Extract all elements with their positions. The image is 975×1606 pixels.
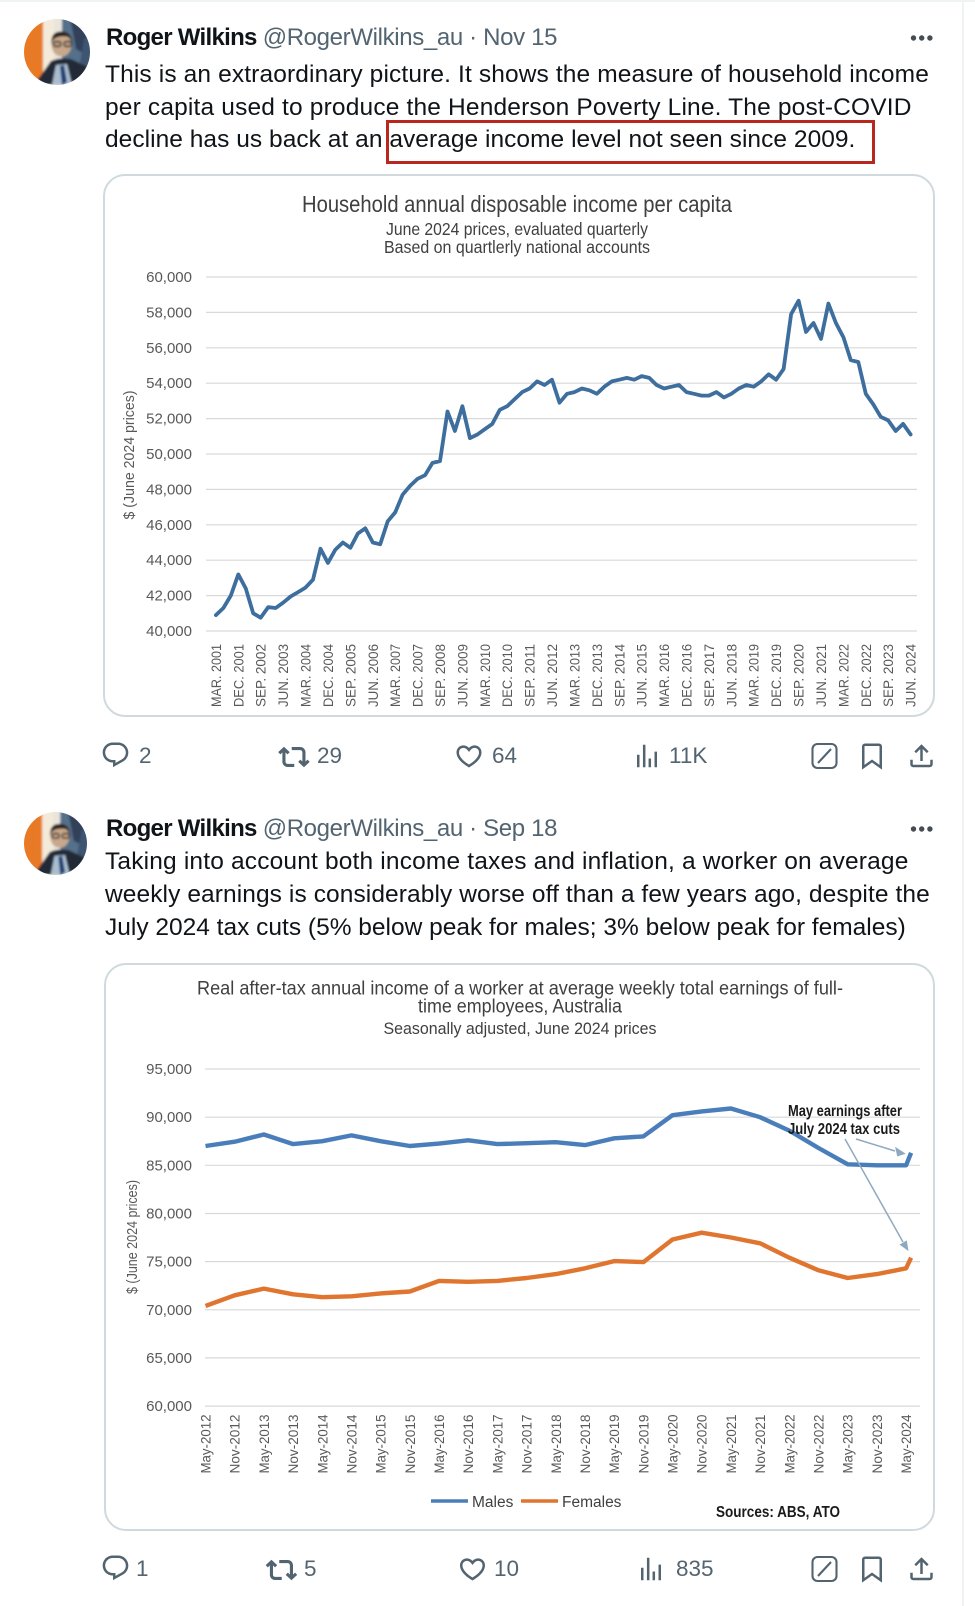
svg-text:1: 1 <box>136 1556 149 1581</box>
svg-text:DEC. 2019: DEC. 2019 <box>768 644 784 707</box>
svg-text:Real after-tax annual income o: Real after-tax annual income of a worker… <box>197 979 843 1000</box>
svg-text:May earnings after: May earnings after <box>788 1103 902 1120</box>
svg-text:44,000: 44,000 <box>146 552 192 569</box>
svg-text:DEC. 2001: DEC. 2001 <box>230 644 246 707</box>
svg-text:46,000: 46,000 <box>146 517 192 534</box>
svg-text:JUN. 2003: JUN. 2003 <box>275 644 291 707</box>
svg-text:SEP. 2002: SEP. 2002 <box>253 644 269 707</box>
svg-text:42,000: 42,000 <box>146 588 192 605</box>
svg-text:JUN. 2006: JUN. 2006 <box>365 644 381 707</box>
svg-text:June 2024 prices, evaluated qu: June 2024 prices, evaluated quarterly <box>386 219 648 239</box>
svg-text:60,000: 60,000 <box>146 269 192 286</box>
svg-text:May-2018: May-2018 <box>548 1414 564 1473</box>
svg-text:10: 10 <box>494 1556 519 1581</box>
svg-text:40,000: 40,000 <box>146 623 192 640</box>
svg-text:Seasonally adjusted, June 2024: Seasonally adjusted, June 2024 prices <box>384 1019 657 1038</box>
svg-text:JUN. 2021: JUN. 2021 <box>813 644 829 707</box>
svg-text:July 2024 tax cuts: July 2024 tax cuts <box>788 1121 900 1138</box>
svg-text:SEP. 2020: SEP. 2020 <box>791 644 807 707</box>
svg-text:Nov-2023: Nov-2023 <box>869 1414 885 1473</box>
svg-text:JUN. 2015: JUN. 2015 <box>634 644 650 707</box>
svg-text:May-2017: May-2017 <box>489 1414 505 1473</box>
svg-text:90,000: 90,000 <box>146 1109 192 1126</box>
svg-text:56,000: 56,000 <box>146 340 192 357</box>
svg-text:Nov-2022: Nov-2022 <box>811 1414 827 1473</box>
svg-text:SEP. 2011: SEP. 2011 <box>522 644 538 707</box>
svg-text:Nov-2012: Nov-2012 <box>227 1414 243 1473</box>
svg-text:MAR. 2007: MAR. 2007 <box>387 644 403 707</box>
svg-text:Nov-2016: Nov-2016 <box>460 1414 476 1473</box>
svg-text:May-2012: May-2012 <box>198 1414 214 1473</box>
svg-text:835: 835 <box>676 1556 714 1581</box>
svg-text:54,000: 54,000 <box>146 375 192 392</box>
svg-text:2: 2 <box>139 743 152 768</box>
svg-text:58,000: 58,000 <box>146 304 192 321</box>
svg-text:May-2013: May-2013 <box>256 1414 272 1473</box>
svg-text:$ (June 2024 prices): $ (June 2024 prices) <box>125 1180 141 1294</box>
svg-text:29: 29 <box>317 743 342 768</box>
svg-text:MAR. 2001: MAR. 2001 <box>208 644 224 707</box>
svg-text:Nov-2013: Nov-2013 <box>285 1414 301 1473</box>
svg-text:DEC. 2013: DEC. 2013 <box>589 644 605 707</box>
svg-text:DEC. 2007: DEC. 2007 <box>410 644 426 707</box>
svg-text:70,000: 70,000 <box>146 1302 192 1319</box>
svg-text:Sources: ABS, ATO: Sources: ABS, ATO <box>716 1504 840 1521</box>
svg-text:95,000: 95,000 <box>146 1061 192 1078</box>
svg-text:May-2021: May-2021 <box>723 1414 739 1473</box>
svg-text:May-2014: May-2014 <box>314 1414 330 1473</box>
svg-text:Based on quartlerly national a: Based on quartlerly national accounts <box>384 237 650 257</box>
svg-text:DEC. 2004: DEC. 2004 <box>320 644 336 707</box>
svg-text:DEC. 2010: DEC. 2010 <box>499 644 515 707</box>
svg-text:May-2023: May-2023 <box>840 1414 856 1473</box>
svg-text:$ (June 2024 prices): $ (June 2024 prices) <box>122 391 138 520</box>
svg-text:SEP. 2017: SEP. 2017 <box>701 644 717 707</box>
svg-text:May-2015: May-2015 <box>373 1414 389 1473</box>
svg-text:MAR. 2013: MAR. 2013 <box>567 644 583 707</box>
svg-text:May-2022: May-2022 <box>781 1414 797 1473</box>
svg-text:MAR. 2019: MAR. 2019 <box>746 644 762 707</box>
svg-text:May-2020: May-2020 <box>665 1414 681 1473</box>
svg-text:64: 64 <box>492 743 517 768</box>
svg-text:Household annual disposable in: Household annual disposable income per c… <box>302 191 732 217</box>
svg-text:JUN. 2024: JUN. 2024 <box>903 644 919 707</box>
svg-text:48,000: 48,000 <box>146 481 192 498</box>
svg-text:Females: Females <box>562 1494 622 1511</box>
svg-text:5: 5 <box>304 1556 317 1581</box>
svg-text:Nov-2014: Nov-2014 <box>344 1414 360 1473</box>
svg-text:JUN. 2012: JUN. 2012 <box>544 644 560 707</box>
svg-text:Nov-2015: Nov-2015 <box>402 1414 418 1473</box>
svg-text:60,000: 60,000 <box>146 1398 192 1415</box>
svg-text:Nov-2018: Nov-2018 <box>577 1414 593 1473</box>
svg-text:50,000: 50,000 <box>146 446 192 463</box>
svg-text:May-2024: May-2024 <box>898 1414 914 1473</box>
svg-text:65,000: 65,000 <box>146 1350 192 1367</box>
svg-text:JUN. 2009: JUN. 2009 <box>454 644 470 707</box>
svg-text:MAR. 2022: MAR. 2022 <box>835 644 851 707</box>
svg-text:May-2016: May-2016 <box>431 1414 447 1473</box>
svg-text:SEP. 2023: SEP. 2023 <box>880 644 896 707</box>
svg-text:May-2019: May-2019 <box>606 1414 622 1473</box>
svg-text:Males: Males <box>472 1494 514 1511</box>
svg-text:Nov-2019: Nov-2019 <box>635 1414 651 1473</box>
svg-text:11K: 11K <box>669 743 707 768</box>
svg-text:MAR. 2010: MAR. 2010 <box>477 644 493 707</box>
svg-text:80,000: 80,000 <box>146 1206 192 1223</box>
svg-text:SEP. 2005: SEP. 2005 <box>342 644 358 707</box>
svg-text:Nov-2020: Nov-2020 <box>694 1414 710 1473</box>
svg-text:SEP. 2014: SEP. 2014 <box>611 644 627 707</box>
svg-text:DEC. 2022: DEC. 2022 <box>858 644 874 707</box>
svg-text:Nov-2017: Nov-2017 <box>519 1414 535 1473</box>
svg-text:JUN. 2018: JUN. 2018 <box>723 644 739 707</box>
svg-text:MAR. 2004: MAR. 2004 <box>298 644 314 707</box>
svg-text:85,000: 85,000 <box>146 1157 192 1174</box>
svg-text:75,000: 75,000 <box>146 1254 192 1271</box>
svg-text:52,000: 52,000 <box>146 411 192 428</box>
svg-text:MAR. 2016: MAR. 2016 <box>656 644 672 707</box>
svg-text:SEP. 2008: SEP. 2008 <box>432 644 448 707</box>
svg-text:Nov-2021: Nov-2021 <box>752 1414 768 1473</box>
svg-text:DEC. 2016: DEC. 2016 <box>679 644 695 707</box>
svg-text:time employees, Australia: time employees, Australia <box>418 997 622 1018</box>
